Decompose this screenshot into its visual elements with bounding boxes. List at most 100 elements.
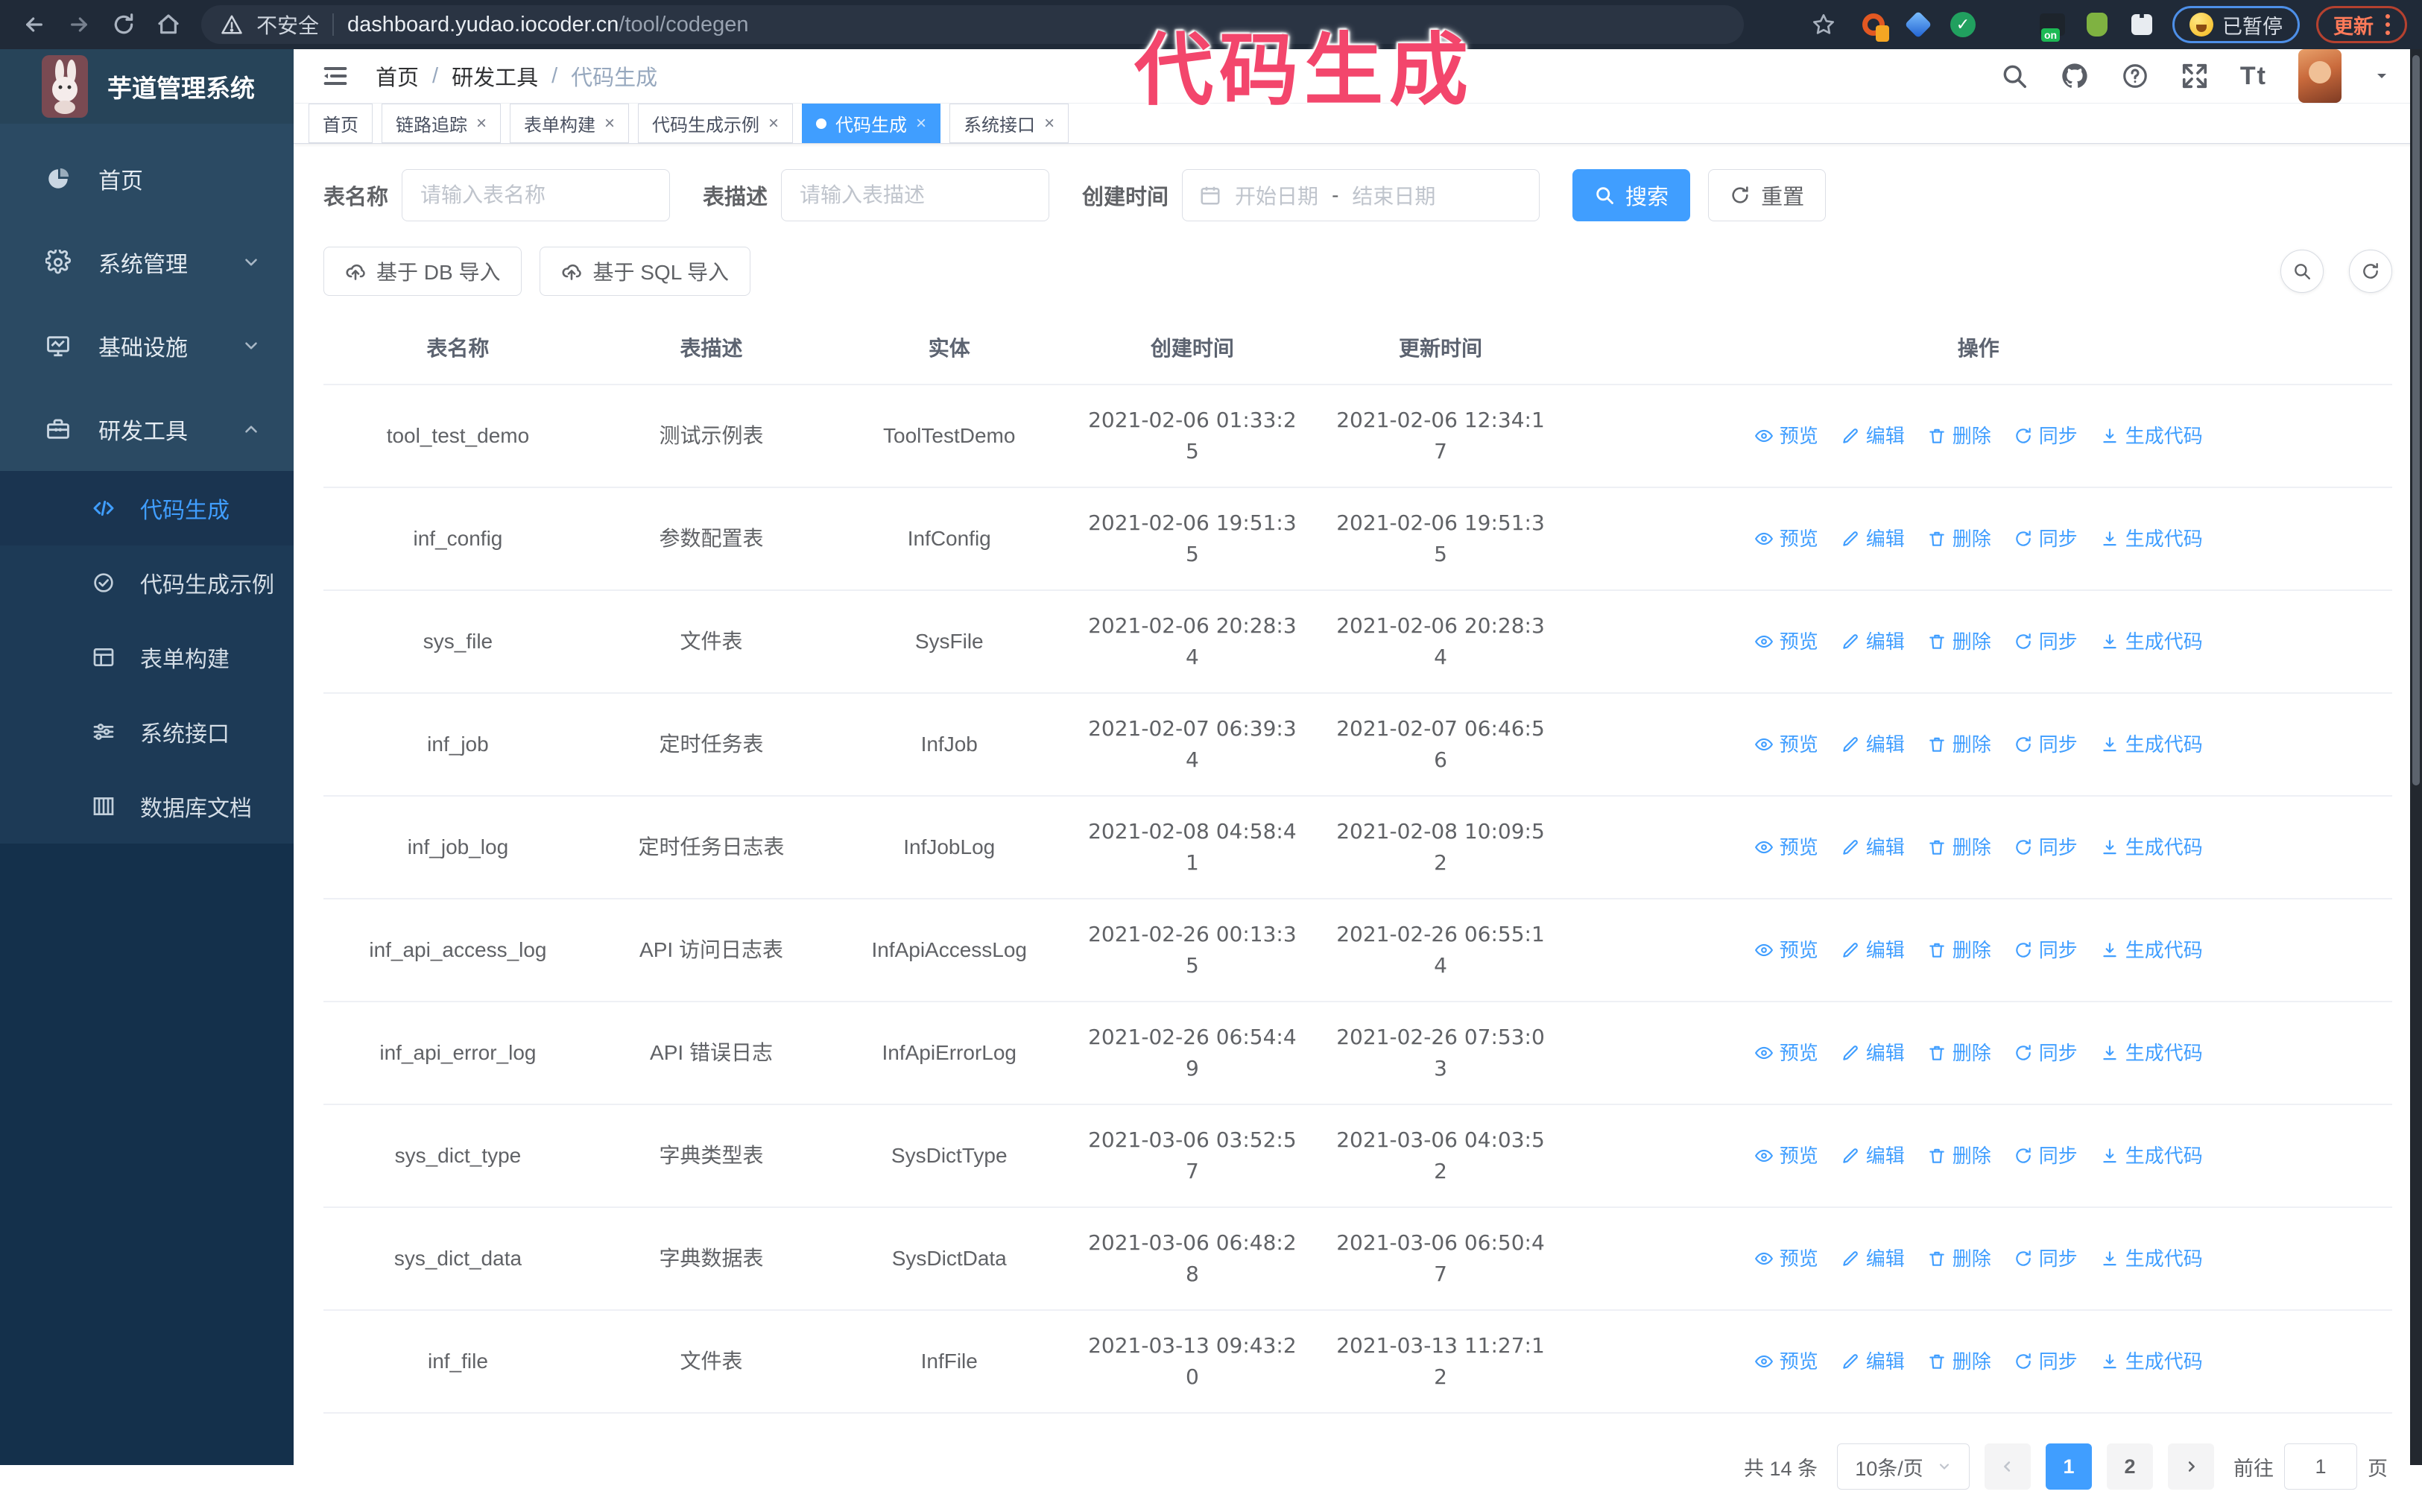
forward-icon[interactable]: [60, 5, 98, 44]
action-编辑[interactable]: 编辑: [1841, 729, 1905, 760]
sidebar-item-研发工具[interactable]: 研发工具: [0, 388, 294, 471]
paused-badge[interactable]: 已暂停: [2172, 6, 2300, 43]
action-同步[interactable]: 同步: [2014, 523, 2078, 554]
sidebar-subitem-代码生成[interactable]: 代码生成: [0, 471, 294, 545]
app-logo[interactable]: 芋道管理系统: [0, 49, 294, 124]
sidebar-item-基础设施[interactable]: 基础设施: [0, 304, 294, 388]
extension-icon-5[interactable]: on: [2038, 10, 2067, 42]
action-预览[interactable]: 预览: [1754, 1243, 1818, 1274]
extension-icon-6[interactable]: [2083, 10, 2111, 39]
action-删除[interactable]: 删除: [1927, 832, 1991, 863]
page-size-select[interactable]: 10条/页: [1837, 1443, 1970, 1490]
action-编辑[interactable]: 编辑: [1841, 1346, 1905, 1377]
action-预览[interactable]: 预览: [1754, 934, 1818, 966]
action-生成代码[interactable]: 生成代码: [2100, 626, 2203, 657]
font-size-icon[interactable]: Tt: [2239, 61, 2267, 90]
action-编辑[interactable]: 编辑: [1841, 626, 1905, 657]
table-name-input[interactable]: [402, 169, 671, 221]
action-删除[interactable]: 删除: [1927, 420, 1991, 452]
action-生成代码[interactable]: 生成代码: [2100, 1243, 2203, 1274]
date-range-picker[interactable]: 开始日期 - 结束日期: [1182, 169, 1540, 221]
import-sql-button[interactable]: 基于 SQL 导入: [540, 247, 751, 296]
action-同步[interactable]: 同步: [2014, 1243, 2078, 1274]
action-编辑[interactable]: 编辑: [1841, 420, 1905, 452]
close-icon[interactable]: ×: [768, 113, 780, 133]
action-编辑[interactable]: 编辑: [1841, 1037, 1905, 1069]
extension-icon-2[interactable]: [1904, 10, 1932, 39]
action-同步[interactable]: 同步: [2014, 729, 2078, 760]
page-scrollbar[interactable]: [2410, 49, 2422, 1465]
refresh-table-button[interactable]: [2349, 250, 2392, 293]
action-生成代码[interactable]: 生成代码: [2100, 1140, 2203, 1171]
action-同步[interactable]: 同步: [2014, 420, 2078, 452]
action-删除[interactable]: 删除: [1927, 1346, 1991, 1377]
page-button-2[interactable]: 2: [2107, 1443, 2153, 1490]
action-删除[interactable]: 删除: [1927, 626, 1991, 657]
sidebar-subitem-表单构建[interactable]: 表单构建: [0, 620, 294, 695]
action-预览[interactable]: 预览: [1754, 1037, 1818, 1069]
close-icon[interactable]: ×: [1044, 113, 1055, 133]
action-同步[interactable]: 同步: [2014, 1037, 2078, 1069]
tab-链路追踪[interactable]: 链路追踪 ×: [382, 104, 502, 143]
action-同步[interactable]: 同步: [2014, 1346, 2078, 1377]
action-生成代码[interactable]: 生成代码: [2100, 934, 2203, 966]
action-生成代码[interactable]: 生成代码: [2100, 729, 2203, 760]
action-预览[interactable]: 预览: [1754, 523, 1818, 554]
user-avatar[interactable]: [2298, 49, 2342, 103]
action-编辑[interactable]: 编辑: [1841, 523, 1905, 554]
reload-icon[interactable]: [104, 5, 143, 44]
action-编辑[interactable]: 编辑: [1841, 832, 1905, 863]
extension-icon-3[interactable]: ✓: [1949, 10, 1977, 39]
action-预览[interactable]: 预览: [1754, 1140, 1818, 1171]
action-删除[interactable]: 删除: [1927, 934, 1991, 966]
search-button[interactable]: 搜索: [1572, 169, 1691, 221]
tab-表单构建[interactable]: 表单构建 ×: [510, 104, 630, 143]
action-编辑[interactable]: 编辑: [1841, 1243, 1905, 1274]
hamburger-icon[interactable]: [320, 61, 350, 91]
sidebar-item-系统管理[interactable]: 系统管理: [0, 221, 294, 304]
github-icon[interactable]: [2060, 61, 2090, 91]
action-删除[interactable]: 删除: [1927, 1037, 1991, 1069]
action-预览[interactable]: 预览: [1754, 729, 1818, 760]
home-icon[interactable]: [149, 5, 188, 44]
action-删除[interactable]: 删除: [1927, 1243, 1991, 1274]
close-icon[interactable]: ×: [476, 113, 487, 133]
action-删除[interactable]: 删除: [1927, 1140, 1991, 1171]
action-删除[interactable]: 删除: [1927, 523, 1991, 554]
action-生成代码[interactable]: 生成代码: [2100, 1037, 2203, 1069]
sidebar-item-首页[interactable]: 首页: [0, 137, 294, 221]
action-同步[interactable]: 同步: [2014, 1140, 2078, 1171]
reset-button[interactable]: 重置: [1708, 169, 1827, 221]
action-预览[interactable]: 预览: [1754, 832, 1818, 863]
next-page-button[interactable]: [2168, 1443, 2214, 1490]
breadcrumb-item[interactable]: 首页: [376, 66, 420, 90]
extension-icon-4[interactable]: [1993, 10, 2022, 39]
scrollbar-thumb[interactable]: [2412, 55, 2420, 785]
prev-page-button[interactable]: [1985, 1443, 2031, 1490]
sidebar-subitem-系统接口[interactable]: 系统接口: [0, 695, 294, 769]
action-预览[interactable]: 预览: [1754, 420, 1818, 452]
help-icon[interactable]: [2121, 62, 2149, 90]
action-同步[interactable]: 同步: [2014, 832, 2078, 863]
action-预览[interactable]: 预览: [1754, 1346, 1818, 1377]
avatar-caret-icon[interactable]: [2373, 67, 2391, 85]
action-同步[interactable]: 同步: [2014, 626, 2078, 657]
tab-系统接口[interactable]: 系统接口 ×: [949, 104, 1069, 143]
extension-icon-1[interactable]: [1859, 10, 1889, 42]
action-生成代码[interactable]: 生成代码: [2100, 523, 2203, 554]
action-生成代码[interactable]: 生成代码: [2100, 1346, 2203, 1377]
sidebar-subitem-代码生成示例[interactable]: 代码生成示例: [0, 545, 294, 620]
update-button[interactable]: 更新: [2316, 6, 2407, 43]
action-删除[interactable]: 删除: [1927, 729, 1991, 760]
action-编辑[interactable]: 编辑: [1841, 1140, 1905, 1171]
tab-首页[interactable]: 首页: [309, 104, 373, 143]
tab-代码生成[interactable]: 代码生成 ×: [802, 104, 941, 143]
action-生成代码[interactable]: 生成代码: [2100, 832, 2203, 863]
import-db-button[interactable]: 基于 DB 导入: [323, 247, 522, 296]
close-icon[interactable]: ×: [604, 113, 616, 133]
page-button-1[interactable]: 1: [2046, 1443, 2092, 1490]
goto-page-input[interactable]: [2284, 1443, 2357, 1490]
action-预览[interactable]: 预览: [1754, 626, 1818, 657]
tab-代码生成示例[interactable]: 代码生成示例 ×: [638, 104, 794, 143]
sidebar-subitem-数据库文档[interactable]: 数据库文档: [0, 769, 294, 844]
